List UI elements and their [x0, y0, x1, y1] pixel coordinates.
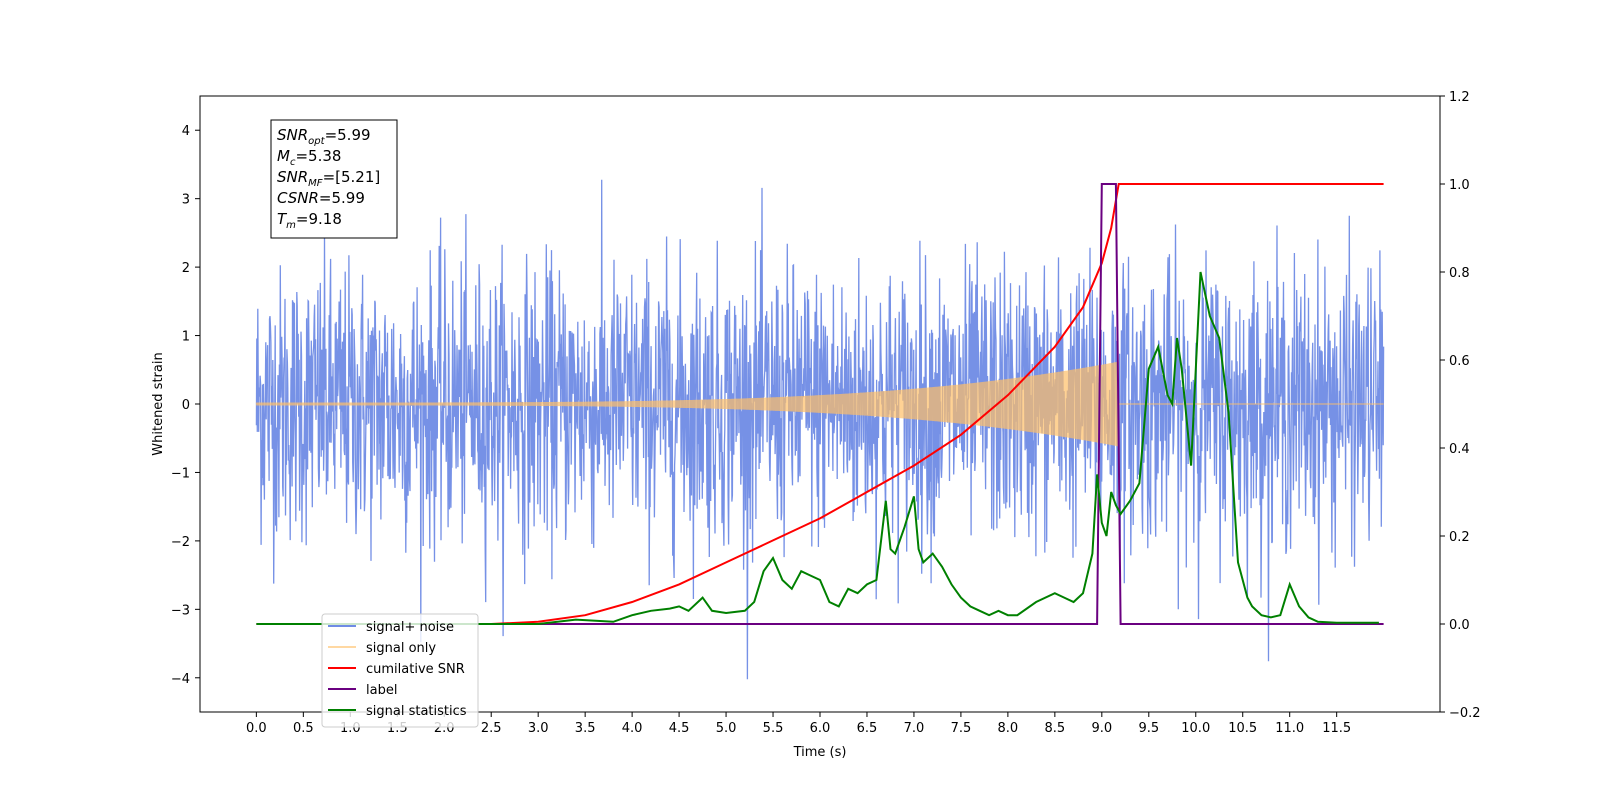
- x-tick-label: 11.0: [1275, 721, 1304, 736]
- info-line: SNRopt=5.99: [277, 126, 371, 147]
- series-line-signal-only: [255, 361, 1384, 447]
- y2-tick-label: 0.0: [1449, 618, 1470, 633]
- x-tick-label: 7.5: [951, 721, 972, 736]
- y-tick-label: 4: [182, 124, 190, 139]
- y-tick-label: 2: [182, 261, 190, 276]
- x-tick-label: 0.0: [246, 721, 267, 736]
- series-line-signal-statistics: [256, 271, 1379, 625]
- y2-tick-label: 0.4: [1449, 442, 1470, 457]
- y-tick-label: 3: [182, 193, 190, 208]
- x-axis-label: Time (s): [793, 745, 847, 760]
- y-tick-label: −1: [171, 466, 190, 481]
- info-box: [270, 119, 398, 239]
- info-line: Mc=5.38: [277, 147, 341, 168]
- y2-tick-label: 1.2: [1449, 90, 1470, 105]
- x-tick-label: 6.0: [810, 721, 831, 736]
- y2-tick-label: 0.8: [1449, 266, 1470, 281]
- info-line: Tm=9.18: [277, 210, 342, 231]
- y2-tick-label: 0.6: [1449, 354, 1470, 369]
- x-tick-label: 4.5: [669, 721, 690, 736]
- x-tick-label: 3.0: [528, 721, 549, 736]
- legend-label: signal only: [366, 641, 436, 656]
- y2-tick-label: 0.2: [1449, 530, 1470, 545]
- info-line: SNRMF=[5.21]: [277, 168, 380, 189]
- x-tick-label: 2.5: [481, 721, 502, 736]
- x-tick-label: 11.5: [1322, 721, 1351, 736]
- x-tick-label: 4.0: [622, 721, 643, 736]
- y-tick-label: 0: [182, 398, 190, 413]
- x-tick-label: 6.5: [857, 721, 878, 736]
- x-tick-label: 10.0: [1181, 721, 1210, 736]
- x-tick-label: 9.5: [1138, 721, 1159, 736]
- x-tick-label: 10.5: [1228, 721, 1257, 736]
- x-tick-label: 8.0: [998, 721, 1019, 736]
- x-tick-label: 5.0: [716, 721, 737, 736]
- x-tick-label: 7.0: [904, 721, 925, 736]
- series-line-label: [256, 183, 1384, 625]
- x-tick-label: 3.5: [575, 721, 596, 736]
- y2-tick-label: −0.2: [1449, 706, 1481, 721]
- legend-box: [321, 613, 479, 728]
- y-tick-label: 1: [182, 330, 190, 345]
- x-tick-label: 8.5: [1045, 721, 1066, 736]
- y2-tick-label: 1.0: [1449, 178, 1470, 193]
- legend-label: signal statistics: [366, 704, 467, 719]
- y-tick-label: −2: [171, 535, 190, 550]
- legend-label: label: [366, 683, 397, 698]
- x-tick-label: 9.0: [1091, 721, 1112, 736]
- y-tick-label: −3: [171, 603, 190, 618]
- info-line: CSNR=5.99: [277, 189, 365, 207]
- legend-label: signal+ noise: [366, 620, 454, 635]
- x-tick-label: 0.5: [293, 721, 314, 736]
- y-axis-label: Whitened strain: [151, 352, 166, 455]
- x-tick-label: 5.5: [763, 721, 784, 736]
- y-tick-label: −4: [171, 672, 190, 687]
- legend-label: cumilative SNR: [366, 662, 465, 677]
